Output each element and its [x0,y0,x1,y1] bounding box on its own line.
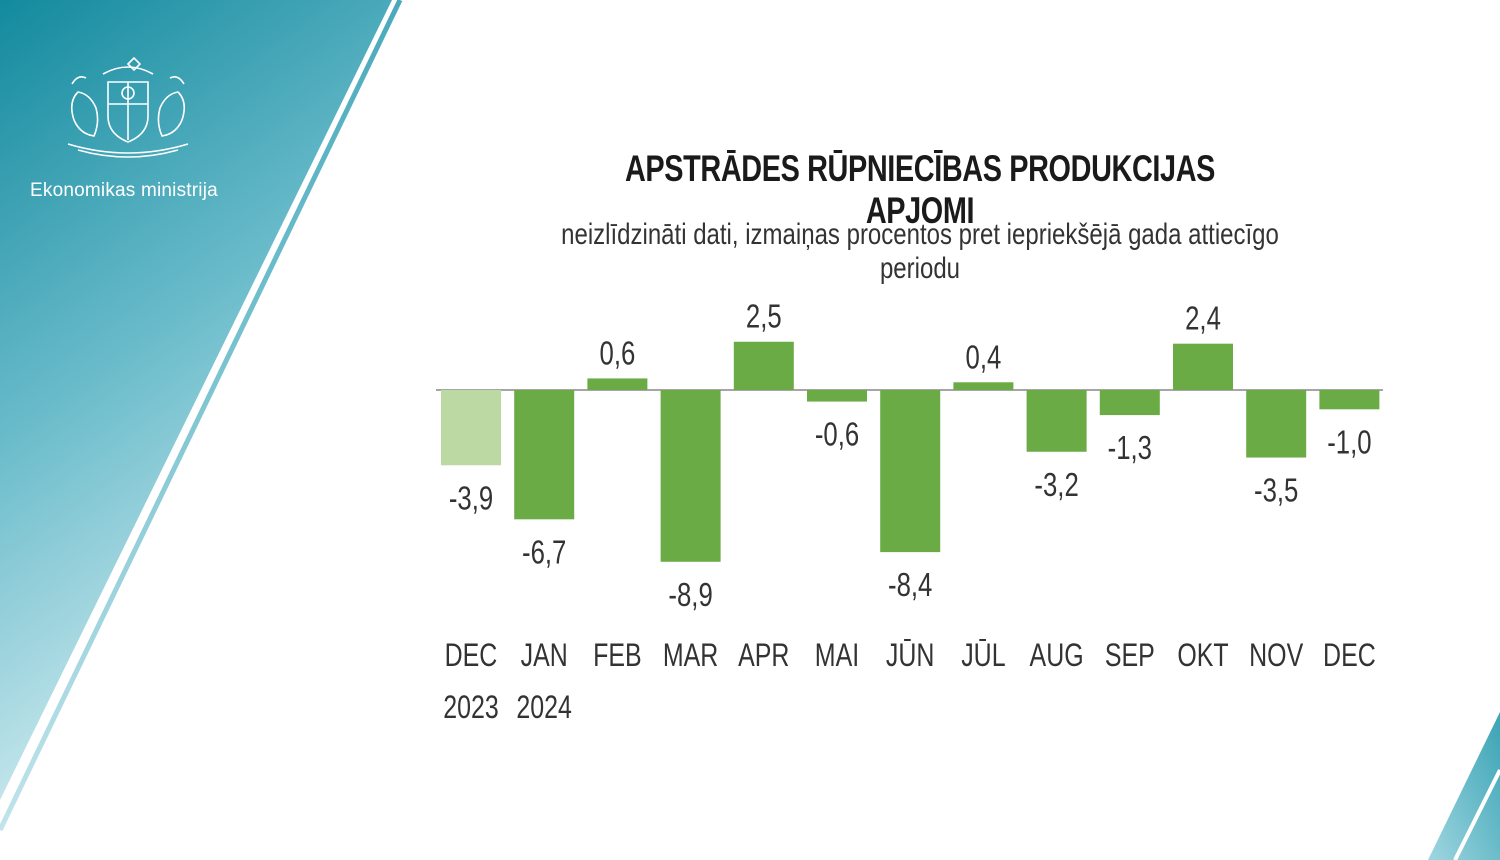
data-label-12: -3,5 [1254,473,1298,510]
category-label-8: JŪL [961,638,1005,674]
bar-11 [1173,343,1233,390]
data-label-11: 2,4 [1185,301,1221,338]
bar-5 [733,341,794,390]
category-label-11: OKT [1177,638,1228,674]
ministry-name: Ekonomikas ministrija [30,180,218,201]
bar-9 [1026,390,1087,452]
data-label-7: -8,4 [888,567,932,604]
year-label-2: 2024 [516,690,572,726]
category-label-1: DEC [445,638,498,674]
category-label-3: FEB [593,638,642,674]
category-label-10: SEP [1105,638,1155,674]
chart-title: APSTRĀDES RŪPNIECĪBAS PRODUKCIJAS APJOMI [624,148,1216,231]
data-label-6: -0,6 [815,417,859,454]
latvia-coat-of-arms-icon [67,56,189,158]
chart-subtitle: neizlīdzināti dati, izmaiņas procentos p… [561,218,1279,285]
data-label-13: -1,0 [1327,424,1371,461]
category-label-7: JŪN [886,638,935,674]
bar-1 [441,390,501,466]
bar-7 [880,390,941,553]
bar-4 [660,390,721,562]
category-label-6: MAI [815,638,859,674]
category-label-4: MAR [663,638,718,674]
category-label-5: APR [738,638,789,674]
bar-12 [1246,390,1307,458]
bar-10 [1099,390,1160,416]
bar-2 [514,390,575,520]
data-label-5: 2,5 [746,299,782,336]
bar-3 [587,378,648,390]
data-label-8: 0,4 [966,339,1002,376]
category-label-2: JAN [521,638,568,674]
year-label-1: 2023 [443,690,499,726]
bar-13 [1319,390,1380,410]
bar-8 [953,382,1014,390]
data-label-10: -1,3 [1108,430,1152,467]
data-label-9: -3,2 [1034,467,1078,504]
category-label-13: DEC [1323,638,1376,674]
category-label-9: AUG [1030,638,1084,674]
data-label-3: 0,6 [600,335,636,372]
bar-6 [807,390,867,402]
category-label-12: NOV [1249,638,1304,674]
data-label-1: -3,9 [449,480,493,517]
data-label-4: -8,9 [668,577,712,614]
data-label-2: -6,7 [522,534,566,571]
